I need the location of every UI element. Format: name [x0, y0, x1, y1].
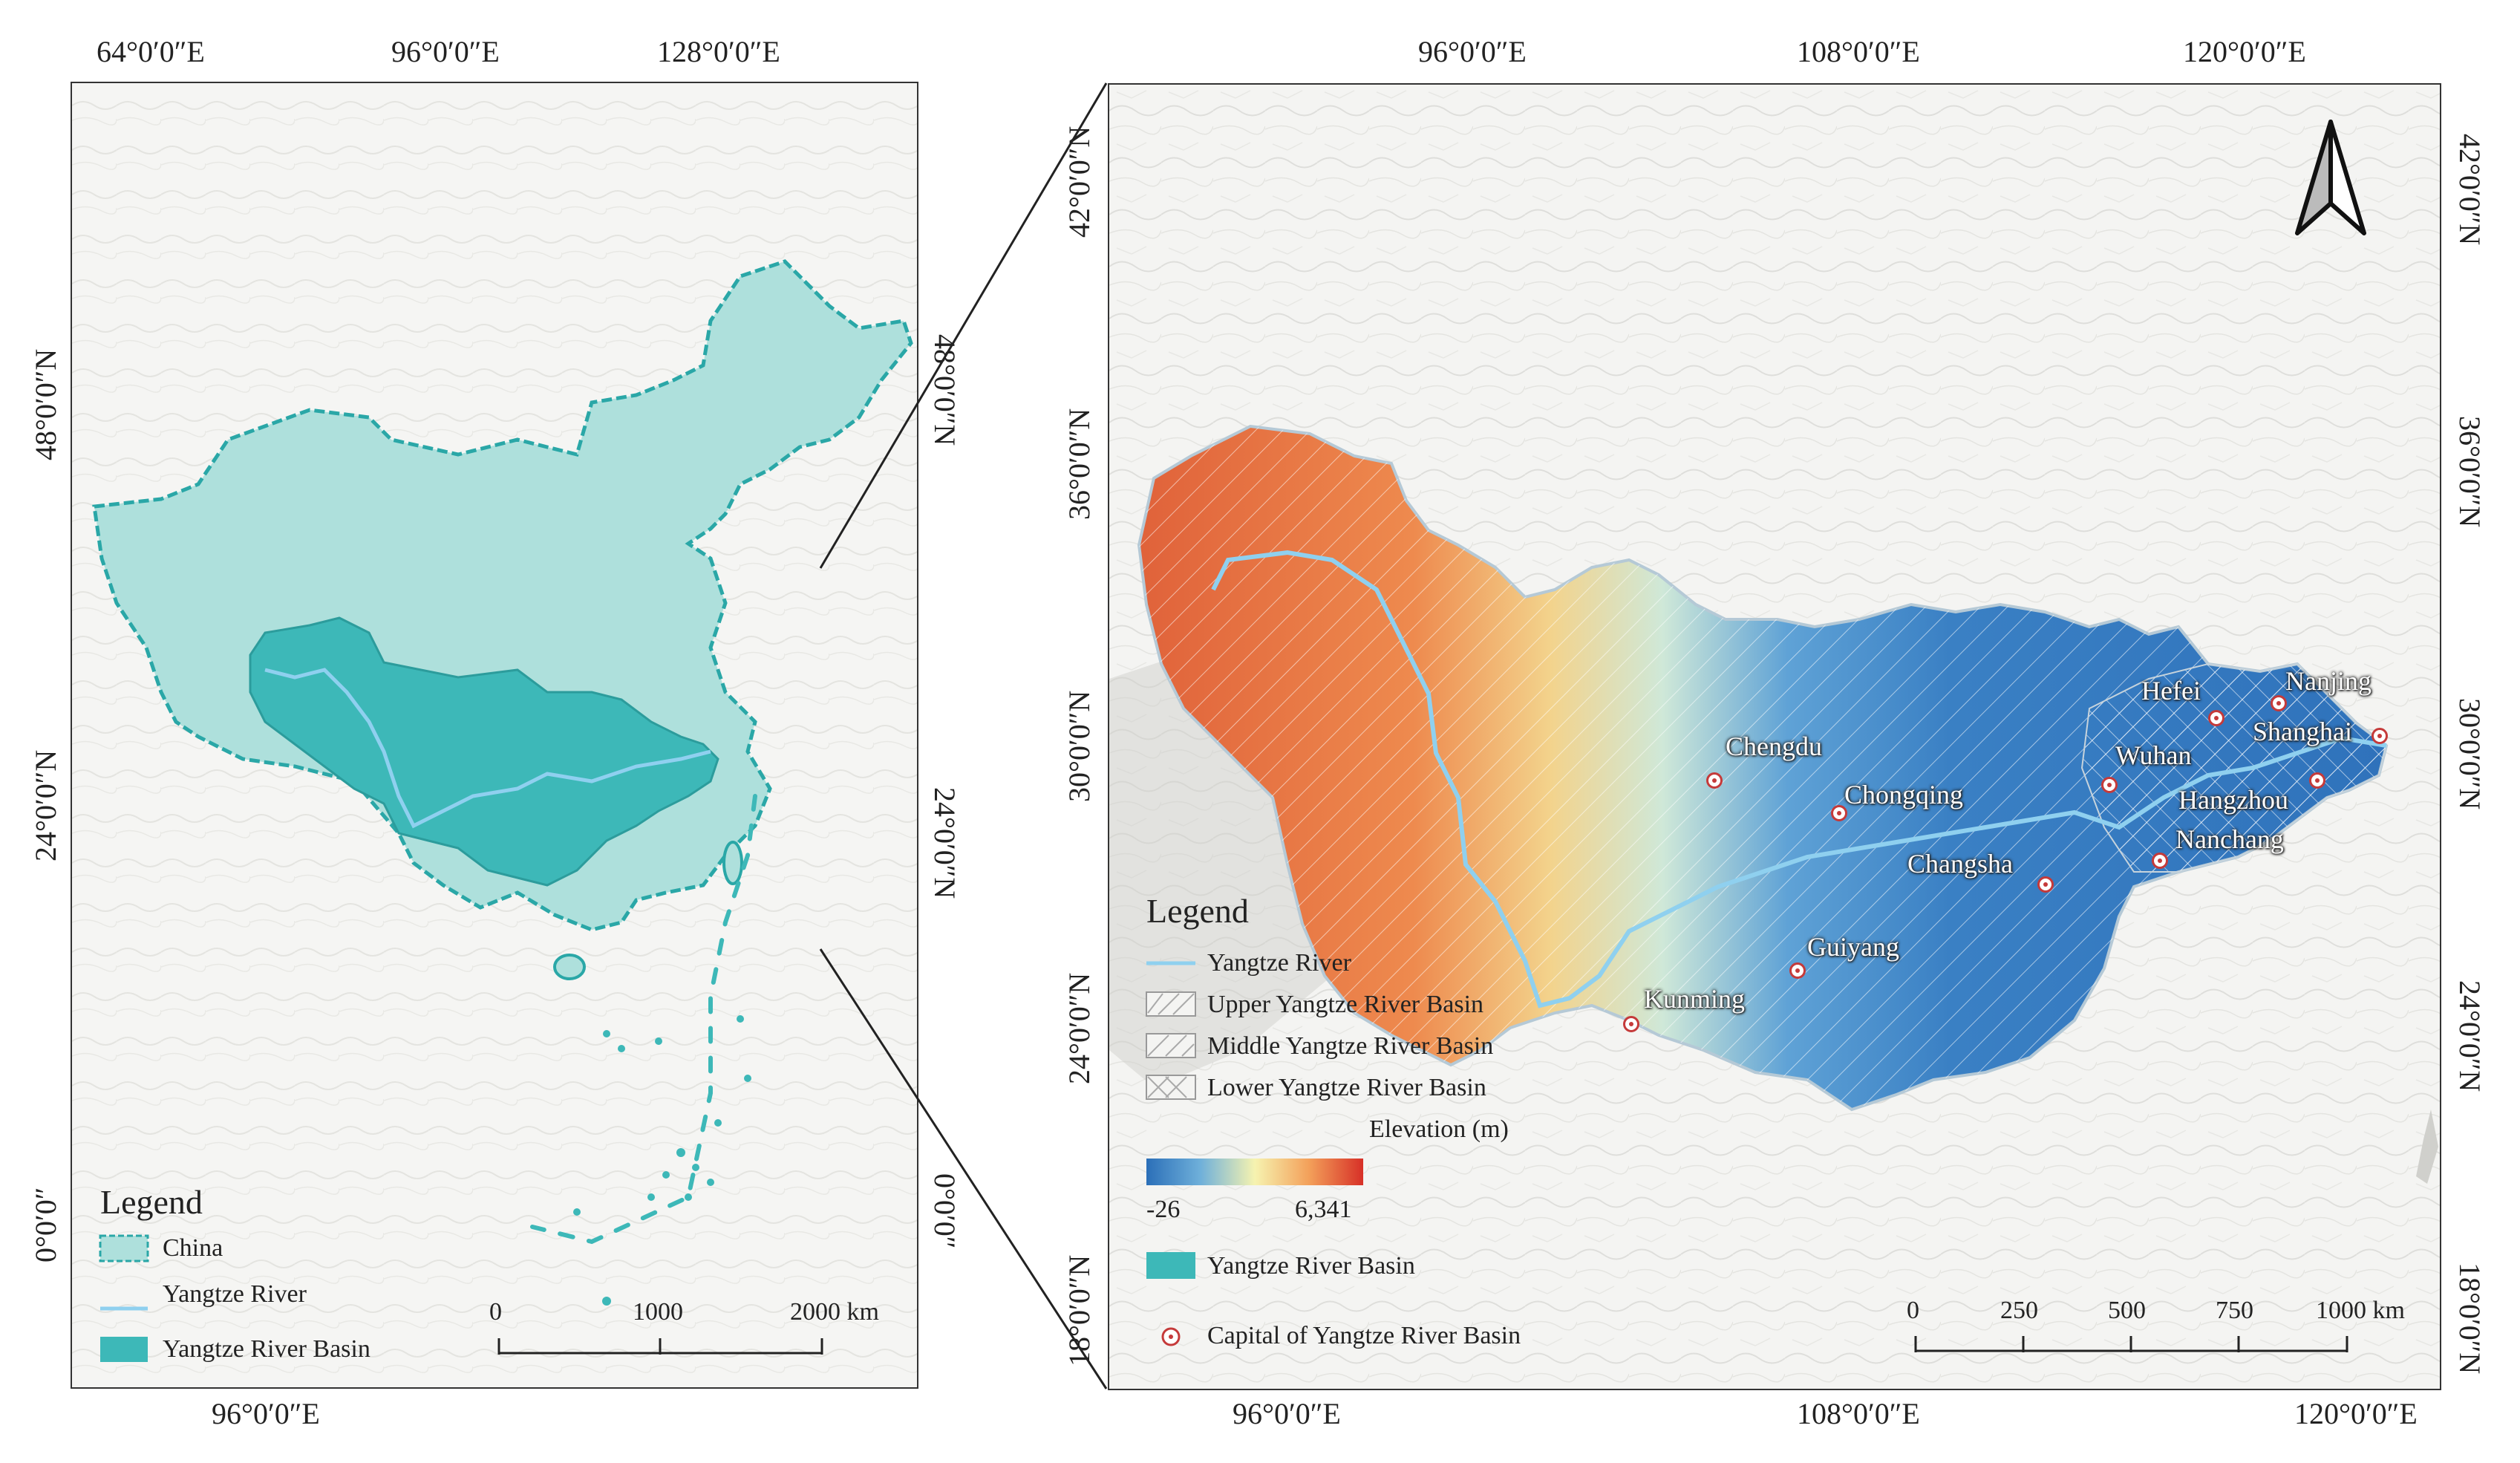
- right-side-tick-18n: 18°0′0″N: [1062, 1254, 1096, 1366]
- right-side-tick-24n: 24°0′0″N: [1062, 972, 1096, 1084]
- right-side-tick-36n: 36°0′0″N: [1062, 408, 1096, 520]
- city-label-kunming: Kunming: [1644, 984, 1746, 1014]
- right-side-tick-30n: 30°0′0″N: [1062, 690, 1096, 802]
- left-top-tick-96e: 96°0′0″E: [391, 35, 500, 68]
- right-legend-symbols: [1146, 961, 1363, 1346]
- city-label-hangzhou: Hangzhou: [2178, 785, 2288, 815]
- right-legend-elev-max: 6,341: [1295, 1196, 1352, 1223]
- capital-marker-kunming: [1623, 1016, 1639, 1032]
- south-sea-islands: [573, 1015, 751, 1306]
- right-bottom-tick-120e: 120°0′0″E: [2294, 1397, 2418, 1430]
- capital-marker-chongqing: [1831, 805, 1847, 821]
- capital-marker-chengdu: [1706, 772, 1723, 789]
- left-rside-tick-24n: 24°0′0″N: [928, 787, 962, 899]
- left-legend-river: Yangtze River: [163, 1280, 307, 1308]
- right-scale-0: 0: [1907, 1297, 1919, 1324]
- left-scale-2000: 2000 km: [790, 1298, 879, 1326]
- right-legend-elev-min: -26: [1146, 1196, 1181, 1223]
- city-label-wuhan: Wuhan: [2115, 740, 2192, 770]
- city-label-hefei: Hefei: [2141, 676, 2201, 706]
- right-scale-500: 500: [2108, 1297, 2146, 1324]
- right-rside-tick-30n: 30°0′0″N: [2453, 698, 2487, 810]
- right-top-tick-96e: 96°0′0″E: [1418, 35, 1527, 68]
- left-top-tick-128e: 128°0′0″E: [657, 35, 780, 68]
- city-label-changsha: Changsha: [1907, 849, 2013, 879]
- city-label-chongqing: Chongqing: [1844, 780, 1964, 809]
- left-side-tick-24n: 24°0′0″N: [29, 749, 62, 861]
- left-yangtze-river: [264, 668, 711, 829]
- right-lower-basin: [2080, 662, 2388, 873]
- left-top-tick-64e: 64°0′0″E: [97, 35, 205, 68]
- capital-marker-changsha: [2037, 876, 2054, 893]
- capital-marker-nanchang: [2152, 853, 2168, 869]
- left-map-frame: Legend China Yangtze River Yangtze River…: [71, 82, 918, 1389]
- right-legend-elevation-title: Elevation (m): [1369, 1115, 1509, 1143]
- left-legend-title: Legend: [100, 1183, 203, 1221]
- right-rside-tick-42n: 42°0′0″N: [2453, 134, 2487, 246]
- right-scale-750: 750: [2216, 1297, 2253, 1324]
- capital-marker-shanghai: [2372, 728, 2388, 744]
- right-top-tick-108e: 108°0′0″E: [1797, 35, 1920, 68]
- right-rside-tick-18n: 18°0′0″N: [2453, 1262, 2487, 1375]
- right-bottom-tick-108e: 108°0′0″E: [1797, 1397, 1920, 1430]
- right-legend-capital: Capital of Yangtze River Basin: [1207, 1322, 1521, 1349]
- left-legend-basin: Yangtze River Basin: [163, 1335, 371, 1363]
- left-map-svg: [72, 83, 917, 1387]
- right-scale-1000: 1000 km: [2316, 1297, 2405, 1324]
- right-rside-tick-24n: 24°0′0″N: [2453, 980, 2487, 1092]
- city-label-chengdu: Chengdu: [1726, 732, 1822, 761]
- city-label-guiyang: Guiyang: [1807, 932, 1899, 962]
- left-scale-0: 0: [489, 1298, 502, 1326]
- left-basin-shape: [249, 616, 719, 887]
- left-side-tick-48n: 48°0′0″N: [29, 348, 62, 460]
- right-legend-upper: Upper Yangtze River Basin: [1207, 991, 1484, 1018]
- city-label-nanjing: Nanjing: [2285, 666, 2372, 696]
- right-legend-middle: Middle Yangtze River Basin: [1207, 1032, 1494, 1060]
- left-rside-tick-48n: 48°0′0″N: [928, 334, 962, 446]
- north-arrow-icon: [2295, 120, 2366, 235]
- right-side-tick-42n: 42°0′0″N: [1062, 126, 1096, 238]
- right-legend-basin: Yangtze River Basin: [1207, 1252, 1415, 1280]
- left-scale-1000: 1000: [633, 1298, 683, 1326]
- right-map-svg: [1109, 85, 2440, 1389]
- left-legend-china: China: [163, 1234, 223, 1262]
- city-label-nanchang: Nanchang: [2175, 824, 2284, 854]
- right-legend-river: Yangtze River: [1207, 949, 1351, 977]
- capital-marker-nanjing: [2271, 695, 2287, 711]
- right-legend-title: Legend: [1146, 892, 1249, 930]
- right-scale-bar: [1914, 1336, 2348, 1352]
- right-rside-tick-36n: 36°0′0″N: [2453, 416, 2487, 528]
- right-bottom-tick-96e: 96°0′0″E: [1233, 1397, 1341, 1430]
- right-top-tick-120e: 120°0′0″E: [2183, 35, 2306, 68]
- right-yangtze-river: [1211, 550, 2387, 1009]
- right-scale-250: 250: [2000, 1297, 2038, 1324]
- capital-marker-wuhan: [2101, 777, 2118, 793]
- right-legend-lower: Lower Yangtze River Basin: [1207, 1074, 1486, 1101]
- capital-marker-hefei: [2208, 710, 2224, 726]
- left-rside-tick-0: 0°0′0″: [928, 1173, 962, 1249]
- capital-marker-hangzhou: [2309, 772, 2325, 789]
- city-label-shanghai: Shanghai: [2253, 717, 2352, 746]
- capital-marker-guiyang: [1789, 962, 1806, 979]
- left-legend-symbols: [99, 1234, 149, 1362]
- left-bottom-tick-96e: 96°0′0″E: [212, 1397, 320, 1430]
- right-map-frame: Chengdu Chongqing Wuhan Hefei Nanjing Sh…: [1108, 83, 2441, 1390]
- left-side-tick-0: 0°0′0″: [29, 1187, 62, 1262]
